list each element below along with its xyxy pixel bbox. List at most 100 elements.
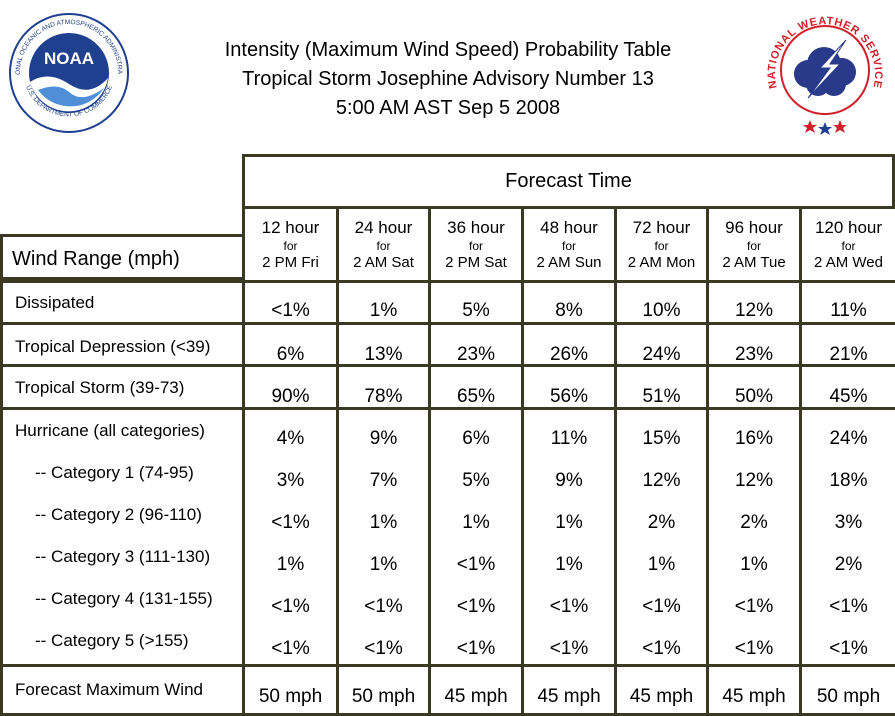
column-hours: 96 hour	[725, 218, 783, 237]
probability-value: 24%	[642, 344, 681, 365]
value-cell: 45 mph	[614, 664, 709, 716]
probability-value: 4%	[276, 428, 305, 449]
column-for: for	[841, 239, 856, 253]
probability-value: 21%	[829, 344, 868, 365]
page-header: NOAA NATIONAL OCEANIC AND ATMOSPHERIC AD…	[0, 0, 895, 150]
value-cell: 11% 9% 1% 1% <1% <1%	[521, 407, 617, 667]
probability-value: 50 mph	[351, 686, 416, 707]
probability-value: 8%	[555, 300, 583, 321]
value-cell: <1%	[242, 280, 339, 325]
probability-value: 2%	[647, 512, 676, 533]
row-label-cell: Tropical Storm (39-73)	[0, 364, 245, 410]
probability-value: 10%	[642, 300, 681, 321]
value-cell: 15% 12% 2% 1% <1% <1%	[614, 407, 709, 667]
probability-value: <1%	[642, 596, 681, 617]
probability-value: 15%	[642, 428, 681, 449]
probability-value: 65%	[456, 386, 496, 407]
row-label: Dissipated	[15, 293, 95, 312]
value-cell: 56%	[521, 364, 617, 410]
value-cell: 13%	[336, 322, 431, 367]
probability-value: 16%	[734, 428, 774, 449]
page-title: Intensity (Maximum Wind Speed) Probabili…	[150, 36, 746, 123]
probability-value: 9%	[555, 470, 583, 491]
probability-value: 18%	[829, 470, 868, 491]
value-cell: 5%	[428, 280, 524, 325]
row-label-cell: Dissipated	[0, 280, 245, 325]
value-cell: 50 mph	[799, 664, 895, 716]
column-for: for	[561, 239, 576, 253]
value-cell: 50%	[706, 364, 802, 410]
nws-logo-icon: NATIONAL WEATHER SERVICE	[766, 15, 883, 135]
probability-value: 45 mph	[722, 686, 786, 707]
probability-value: 5%	[462, 470, 490, 491]
probability-value: 2%	[740, 512, 768, 533]
probability-value: <1%	[829, 638, 868, 659]
probability-value: 3%	[834, 512, 863, 533]
probability-value: <1%	[456, 596, 496, 617]
probability-value: 1%	[276, 554, 305, 575]
value-cell: 50 mph	[336, 664, 431, 716]
probability-value: 24%	[829, 428, 868, 449]
value-cell: 8%	[521, 280, 617, 325]
probability-value: <1%	[364, 596, 403, 617]
probability-value: 23%	[456, 344, 496, 365]
probability-value: 45%	[829, 386, 868, 407]
column-when: 2 AM Tue	[722, 254, 786, 271]
probability-value: 12%	[734, 300, 774, 321]
probability-value: 9%	[369, 428, 398, 449]
column-hours: 24 hour	[354, 218, 413, 237]
title-line-1: Intensity (Maximum Wind Speed) Probabili…	[224, 39, 672, 61]
value-cell: 11%	[799, 280, 895, 325]
column-header: 36 hour for 2 PM Sat	[428, 206, 524, 283]
column-header: 48 hour for 2 AM Sun	[521, 206, 617, 283]
column-header: 72 hour for 2 AM Mon	[614, 206, 709, 283]
value-cell: 45 mph	[428, 664, 524, 716]
row-label-cell: Hurricane (all categories) -- Category 1 …	[0, 407, 245, 667]
probability-value: 12%	[642, 470, 681, 491]
probability-value: <1%	[271, 596, 310, 617]
probability-value: 50%	[734, 386, 774, 407]
probability-value: 6%	[276, 344, 305, 365]
probability-value: <1%	[829, 596, 868, 617]
value-cell: 21%	[799, 322, 895, 367]
probability-value: 1%	[369, 554, 398, 575]
value-cell: 1%	[336, 280, 431, 325]
value-cell: 23%	[706, 322, 802, 367]
probability-value: <1%	[456, 638, 496, 659]
column-for: for	[376, 239, 391, 253]
value-cell: 6%	[242, 322, 339, 367]
value-cell: 51%	[614, 364, 709, 410]
forecast-time-header: Forecast Time	[242, 154, 895, 209]
column-hours: 36 hour	[447, 218, 505, 237]
probability-value: 90%	[271, 386, 310, 407]
column-header: 24 hour for 2 AM Sat	[336, 206, 431, 283]
row-label-cell: Tropical Depression (<39)	[0, 322, 245, 367]
probability-value: 78%	[364, 386, 403, 407]
column-hours: 72 hour	[632, 218, 691, 237]
value-cell: 24%	[614, 322, 709, 367]
probability-value: 45 mph	[629, 686, 694, 707]
probability-value: 23%	[734, 344, 774, 365]
probability-value: <1%	[734, 638, 774, 659]
column-hours: 48 hour	[540, 218, 598, 237]
probability-value: <1%	[456, 554, 496, 575]
column-when: 2 AM Sat	[353, 254, 414, 271]
value-cell: 9% 7% 1% 1% <1% <1%	[336, 407, 431, 667]
probability-value: 1%	[369, 512, 398, 533]
column-header: 12 hour for 2 PM Fri	[242, 206, 339, 283]
row-label: -- Category 1 (74-95)	[35, 463, 194, 482]
probability-value: 50 mph	[816, 686, 881, 707]
value-cell: 78%	[336, 364, 431, 410]
probability-value: <1%	[364, 638, 403, 659]
probability-value: 1%	[555, 512, 583, 533]
row-label: -- Category 5 (>155)	[35, 631, 189, 650]
probability-value: 6%	[462, 428, 490, 449]
row-label: Tropical Storm (39-73)	[15, 378, 185, 397]
column-header: 96 hour for 2 AM Tue	[706, 206, 802, 283]
probability-value: 26%	[549, 344, 589, 365]
value-cell: 50 mph	[242, 664, 339, 716]
column-when: 2 AM Wed	[814, 254, 883, 271]
column-hours: 12 hour	[261, 218, 320, 237]
title-line-3: 5:00 AM AST Sep 5 2008	[335, 97, 561, 119]
